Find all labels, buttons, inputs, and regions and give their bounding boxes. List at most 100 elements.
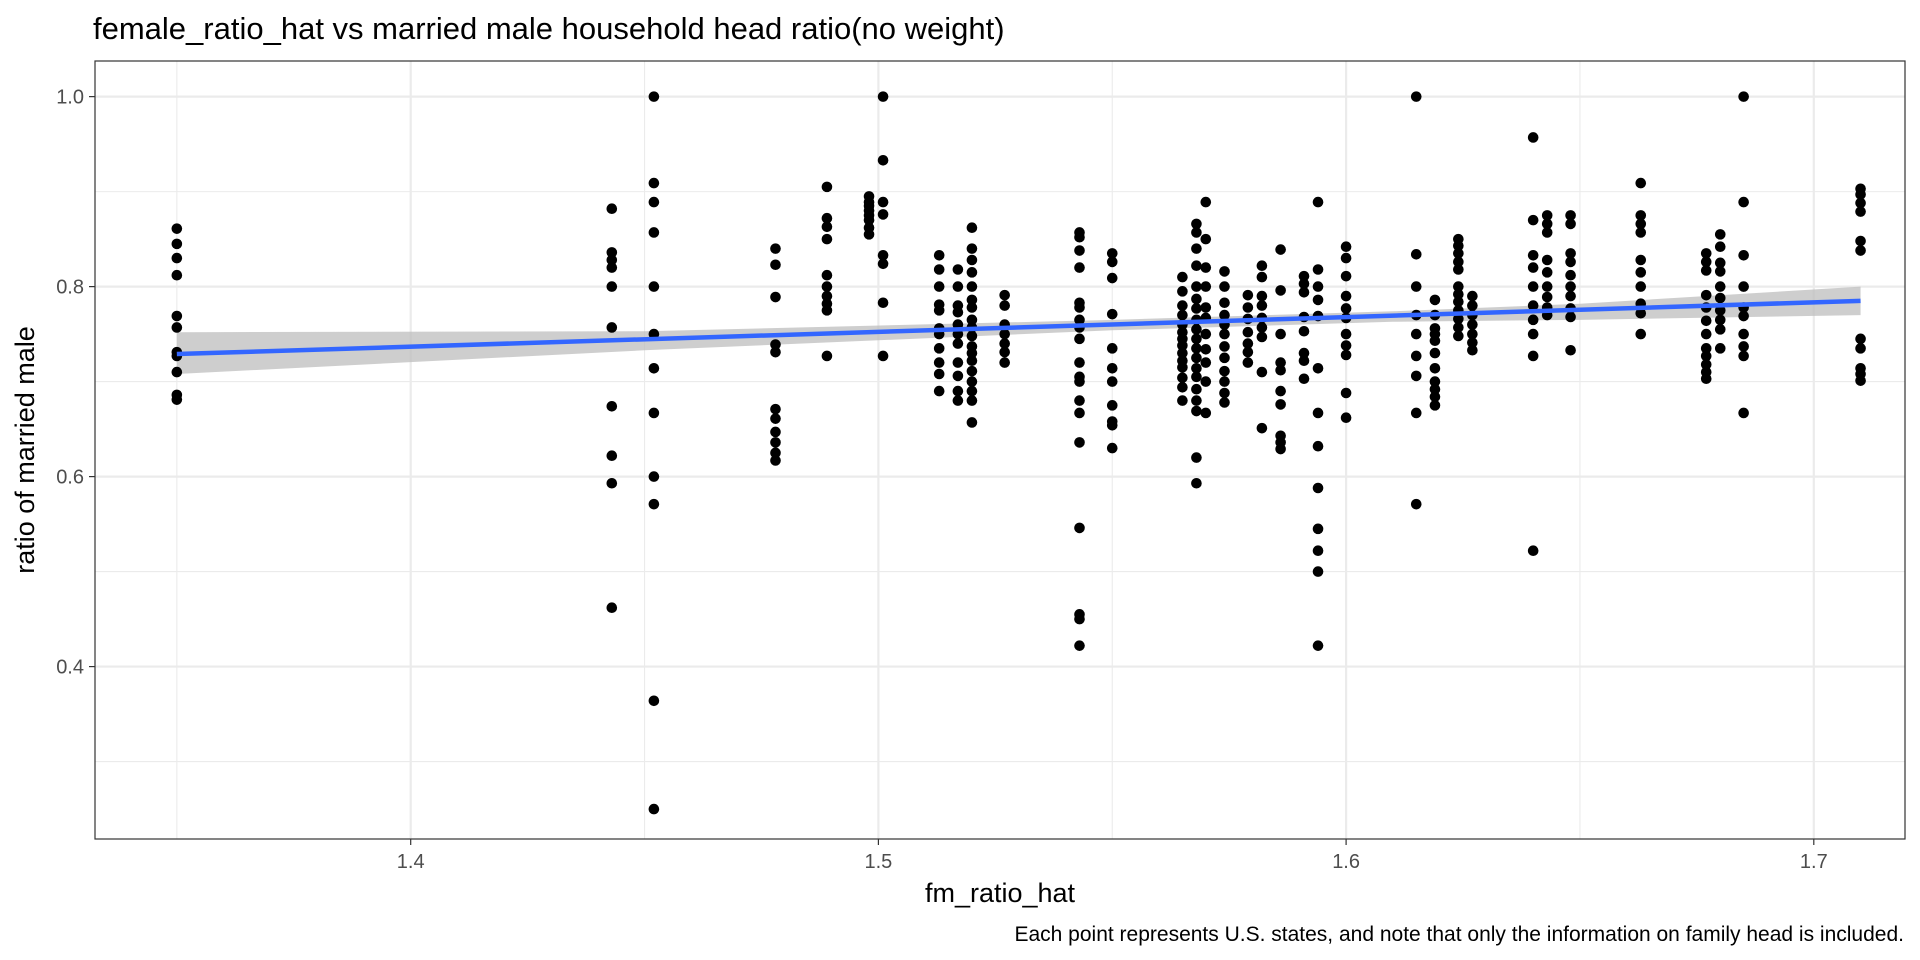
data-point [1298, 355, 1310, 367]
data-point [1275, 328, 1286, 340]
data-point [1074, 640, 1085, 651]
y-axis-title: ratio of married male [10, 326, 40, 574]
data-point [648, 91, 660, 102]
data-point [966, 294, 978, 306]
data-point [933, 281, 945, 292]
data-point [1429, 363, 1441, 374]
data-point [1453, 240, 1464, 252]
data-point [1177, 271, 1188, 283]
data-point [1738, 91, 1749, 102]
data-point [1340, 303, 1352, 314]
data-point [1177, 286, 1188, 297]
data-point [1467, 337, 1478, 348]
data-point [1340, 412, 1352, 424]
data-point [1177, 309, 1188, 321]
data-point [1275, 357, 1286, 368]
data-point [1855, 197, 1866, 209]
data-point [1200, 302, 1212, 313]
data-point [1177, 395, 1188, 406]
data-point [648, 803, 660, 815]
data-point [1429, 391, 1441, 403]
data-point [1340, 387, 1352, 399]
data-point [1191, 395, 1202, 406]
data-point [1298, 347, 1310, 359]
data-point [1855, 206, 1866, 217]
data-point [1177, 362, 1188, 373]
data-point [770, 437, 781, 448]
data-point [1527, 281, 1539, 292]
data-point [1453, 288, 1464, 300]
data-point [1106, 420, 1118, 431]
data-point [1635, 227, 1647, 238]
data-point [1177, 382, 1188, 393]
data-point [877, 196, 889, 208]
data-point [1340, 252, 1352, 264]
data-point [1200, 262, 1212, 273]
data-point [1714, 241, 1726, 253]
data-point [1106, 363, 1118, 374]
data-point [1738, 407, 1749, 419]
data-point [1106, 400, 1118, 411]
data-point [1219, 397, 1230, 408]
data-point [1074, 407, 1085, 419]
data-point [1177, 347, 1188, 359]
data-point [966, 376, 978, 387]
data-point [1219, 309, 1230, 321]
data-point [1074, 395, 1085, 406]
data-point [1312, 264, 1324, 275]
data-point [966, 330, 978, 342]
y-axis: 0.4 0.6 0.8 1.0 [56, 87, 95, 679]
data-point [1191, 281, 1202, 292]
data-point [1191, 293, 1202, 305]
data-point [1191, 343, 1202, 354]
y-tick-label: 0.4 [56, 657, 84, 679]
data-point [877, 350, 889, 362]
data-point [1106, 272, 1118, 284]
data-point [952, 370, 964, 382]
data-point [648, 498, 660, 510]
data-point [1312, 407, 1324, 419]
data-point [877, 209, 889, 220]
data-point [1191, 383, 1202, 395]
data-point [770, 243, 781, 254]
x-axis-title: fm_ratio_hat [925, 878, 1076, 908]
data-point [1453, 330, 1464, 342]
x-tick-label: 1.7 [1800, 851, 1828, 873]
data-point [999, 346, 1010, 358]
data-point [1700, 265, 1712, 276]
data-point [1700, 328, 1712, 340]
data-point [1410, 249, 1422, 260]
data-point [1635, 328, 1647, 340]
data-point [1177, 300, 1188, 311]
data-point [1191, 477, 1202, 489]
data-point [1298, 325, 1310, 337]
data-point [1700, 289, 1712, 301]
data-point [1219, 341, 1230, 352]
data-point [1106, 308, 1118, 320]
data-point [1700, 359, 1712, 370]
data-point [877, 249, 889, 261]
data-point [999, 357, 1010, 368]
x-tick-label: 1.6 [1332, 851, 1360, 873]
data-point [1312, 281, 1324, 292]
data-point [1410, 281, 1422, 292]
data-point [966, 365, 978, 377]
data-point [1714, 266, 1726, 277]
data-point [1410, 370, 1422, 382]
data-point [1738, 341, 1749, 352]
data-point [1242, 357, 1254, 368]
data-point [1275, 244, 1286, 255]
data-point [1738, 196, 1749, 208]
data-point [606, 262, 618, 273]
data-point [1527, 300, 1539, 311]
y-tick-label: 1.0 [56, 87, 84, 109]
data-point [1541, 218, 1553, 230]
data-point [1256, 290, 1268, 302]
data-point [1200, 344, 1212, 355]
data-point [821, 305, 833, 316]
data-point [1565, 248, 1576, 259]
data-point [770, 426, 781, 438]
data-point [1453, 313, 1464, 325]
data-point [1219, 376, 1230, 387]
data-point [1177, 340, 1188, 351]
